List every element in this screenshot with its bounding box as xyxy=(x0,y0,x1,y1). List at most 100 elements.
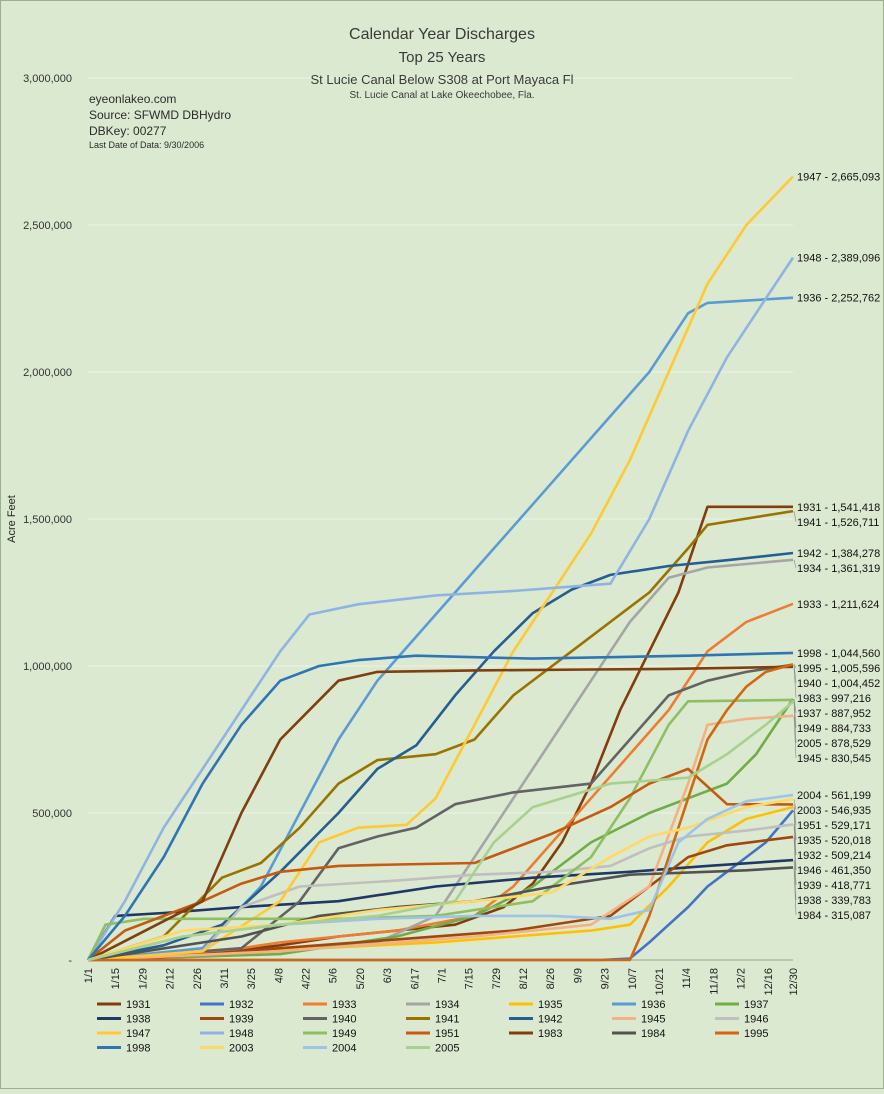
x-tick-label: 10/7 xyxy=(627,968,639,989)
chart-subtitle: Top 25 Years xyxy=(398,49,486,66)
y-tick-label: - xyxy=(68,955,72,967)
y-tick-label: 2,500,000 xyxy=(23,220,72,232)
legend-label-1938: 1938 xyxy=(126,1014,150,1026)
series-line-1995 xyxy=(88,663,794,962)
legend-label-2003: 2003 xyxy=(229,1043,253,1055)
leader-line-1938 xyxy=(793,860,797,901)
end-label-1938: 1938 - 339,783 xyxy=(797,895,871,907)
y-tick-label: 3,000,000 xyxy=(23,73,72,85)
series-line-1938 xyxy=(86,858,794,961)
y-axis-label: Acre Feet xyxy=(6,495,18,543)
source-dbkey: DBKey: 00277 xyxy=(89,124,167,138)
end-label-1934: 1934 - 1,361,319 xyxy=(797,563,880,575)
end-label-1945: 1945 - 830,545 xyxy=(797,753,871,765)
legend-label-1936: 1936 xyxy=(641,999,665,1011)
legend-label-1995: 1995 xyxy=(744,1028,768,1040)
end-label-1983: 1983 - 997,216 xyxy=(797,693,871,705)
leader-line-1983 xyxy=(793,666,797,698)
leader-line-2003 xyxy=(793,799,797,811)
chart-title: Calendar Year Discharges xyxy=(349,26,535,43)
legend-label-1942: 1942 xyxy=(538,1014,562,1026)
legend-label-1933: 1933 xyxy=(332,999,356,1011)
x-tick-label: 9/9 xyxy=(572,968,584,983)
end-label-1995: 1995 - 1,005,596 xyxy=(797,663,880,675)
legend-label-1941: 1941 xyxy=(435,1014,459,1026)
x-tick-label: 7/29 xyxy=(491,968,503,989)
series-line-1940 xyxy=(87,663,794,962)
legend-label-1951: 1951 xyxy=(435,1028,459,1040)
series-line-1947 xyxy=(87,175,794,962)
legend-label-1983: 1983 xyxy=(538,1028,562,1040)
series-line-1951 xyxy=(87,767,794,962)
x-tick-label: 3/25 xyxy=(246,968,258,989)
end-label-1937: 1937 - 887,952 xyxy=(797,708,871,720)
x-tick-label: 5/20 xyxy=(355,968,367,989)
leader-line-1932 xyxy=(793,810,797,856)
x-tick-label: 12/16 xyxy=(763,968,775,996)
leader-line-1941 xyxy=(793,511,797,522)
end-label-1951: 1951 - 529,171 xyxy=(797,820,871,832)
series-line-2005 xyxy=(87,700,794,962)
y-tick-label: 500,000 xyxy=(32,808,72,820)
x-tick-label: 6/17 xyxy=(409,968,421,989)
legend-label-1984: 1984 xyxy=(641,1028,665,1040)
end-label-1949: 1949 - 884,733 xyxy=(797,723,871,735)
y-tick-label: 1,500,000 xyxy=(23,514,72,526)
x-tick-label: 9/23 xyxy=(600,968,612,989)
legend-label-1934: 1934 xyxy=(435,999,459,1011)
series-line-1945 xyxy=(87,714,794,962)
end-label-2004: 2004 - 561,199 xyxy=(797,790,871,802)
x-tick-label: 6/3 xyxy=(382,968,394,983)
series-line-1983 xyxy=(87,665,794,962)
series-line-1984 xyxy=(87,866,794,962)
x-tick-label: 8/12 xyxy=(518,968,530,989)
end-label-1998: 1998 - 1,044,560 xyxy=(797,648,880,660)
legend-label-1932: 1932 xyxy=(229,999,253,1011)
source-data: Source: SFWMD DBHydro xyxy=(89,108,232,122)
end-label-1948: 1948 - 2,389,096 xyxy=(797,253,880,265)
end-label-1941: 1941 - 1,526,711 xyxy=(797,517,879,529)
series-line-1933 xyxy=(87,602,794,962)
x-tick-label: 8/26 xyxy=(545,968,557,989)
legend-label-1946: 1946 xyxy=(744,1014,768,1026)
end-label-1935: 1935 - 520,018 xyxy=(797,835,871,847)
end-label-1947: 1947 - 2,665,093 xyxy=(797,171,880,183)
x-tick-label: 1/29 xyxy=(137,968,149,989)
leader-line-2005 xyxy=(793,701,797,743)
legend-label-1939: 1939 xyxy=(229,1014,253,1026)
series-line-2003 xyxy=(87,797,794,962)
legend-label-1945: 1945 xyxy=(641,1014,665,1026)
x-tick-label: 7/15 xyxy=(464,968,476,989)
end-label-1984: 1984 - 315,087 xyxy=(797,910,871,922)
series-line-1946 xyxy=(87,823,794,962)
end-label-1933: 1933 - 1,211,624 xyxy=(797,599,879,611)
legend-label-1949: 1949 xyxy=(332,1028,356,1040)
end-label-1942: 1942 - 1,384,278 xyxy=(797,548,880,560)
x-tick-label: 2/12 xyxy=(165,968,177,989)
x-tick-label: 12/2 xyxy=(736,968,748,989)
end-label-1931: 1931 - 1,541,418 xyxy=(797,502,880,514)
legend-label-1931: 1931 xyxy=(126,999,150,1011)
chart-subtitle-location: St. Lucie Canal at Lake Okeechobee, Fla. xyxy=(349,90,535,101)
legend-label-2004: 2004 xyxy=(332,1043,356,1055)
x-tick-label: 1/15 xyxy=(110,968,122,989)
legend-label-1947: 1947 xyxy=(126,1028,150,1040)
x-tick-label: 4/8 xyxy=(273,968,285,983)
leader-line-1939 xyxy=(793,836,797,886)
x-tick-label: 10/21 xyxy=(654,968,666,996)
legend-label-2005: 2005 xyxy=(435,1043,459,1055)
end-label-2005: 2005 - 878,529 xyxy=(797,738,871,750)
x-tick-label: 12/30 xyxy=(788,968,800,996)
leader-line-1946 xyxy=(793,824,797,871)
legend-label-1935: 1935 xyxy=(538,999,562,1011)
x-tick-label: 2/26 xyxy=(192,968,204,989)
leader-line-1945 xyxy=(793,715,797,758)
end-label-1932: 1932 - 509,214 xyxy=(797,850,871,862)
x-tick-label: 11/4 xyxy=(681,968,693,989)
legend-label-1937: 1937 xyxy=(744,999,768,1011)
x-tick-label: 3/11 xyxy=(219,968,231,989)
end-label-1936: 1936 - 2,252,762 xyxy=(797,293,880,305)
leader-line-1934 xyxy=(793,559,797,569)
